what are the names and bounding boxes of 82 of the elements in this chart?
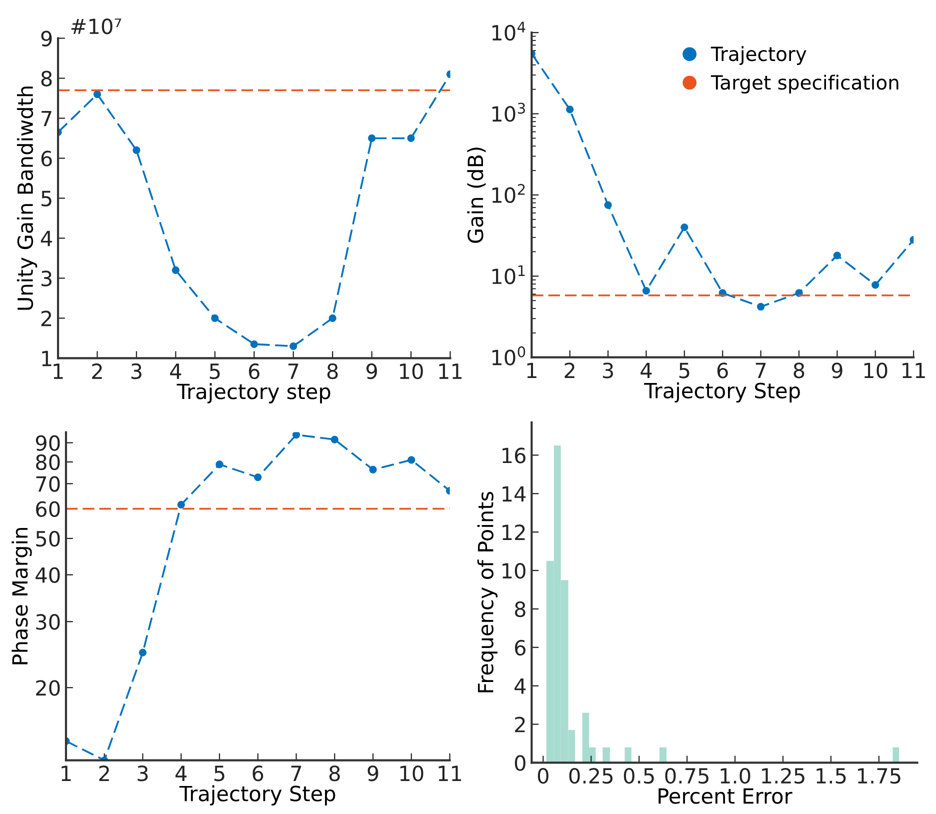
x-tick-label: 6 — [717, 362, 728, 378]
y-tick-label: 14 — [502, 486, 526, 502]
y-tick-label: 20 — [36, 680, 60, 696]
x-tick-label: 1.25 — [762, 768, 804, 784]
x-tick-label: 3 — [138, 766, 148, 782]
text: #10⁷ — [71, 18, 122, 34]
x-tick-label: 1.0 — [720, 768, 750, 784]
x-tick-label: 8 — [327, 363, 338, 380]
x-tick-label: 8 — [329, 766, 340, 782]
x-tick-label: 0.5 — [624, 768, 654, 784]
y-tick-label: 0 — [514, 755, 526, 771]
y-tick-label: 12 — [502, 524, 525, 540]
x-tick-label: 3 — [131, 363, 142, 380]
x-tick-label: 3 — [602, 362, 613, 378]
y-tick-label: 70 — [36, 476, 60, 492]
x-tick-label: 2 — [99, 766, 109, 781]
x-tick-label: 11 — [438, 766, 462, 781]
y-tick-label: 2 — [41, 310, 52, 326]
x-tick-label: 9 — [368, 766, 378, 782]
x-tick-label: 9 — [832, 362, 842, 378]
y-axis-title: Unity Gain Bandiwdth — [16, 86, 38, 310]
x-tick-label: 1 — [62, 766, 71, 781]
y-tick-label: 10$^{2}$ — [492, 184, 525, 204]
y-tick-label: 2 — [515, 716, 525, 732]
y-tick-label: 6 — [514, 640, 526, 656]
y-tick-label: 10$^{0}$ — [492, 346, 526, 366]
legend-label: Target specification — [710, 74, 898, 94]
x-tick-label: 8 — [794, 362, 804, 378]
y-tick-label: 10$^{3}$ — [492, 102, 525, 122]
y-tick-label: 80 — [36, 454, 60, 470]
y-tick-label: 90 — [36, 435, 60, 451]
x-tick-label: 10 — [864, 362, 888, 378]
y-tick-label: 30 — [36, 614, 60, 630]
x-tick-label: 10 — [400, 363, 423, 380]
x-tick-label: 7 — [288, 364, 298, 379]
x-tick-label: 4 — [170, 364, 182, 379]
y-tick-label: 7 — [42, 110, 52, 126]
y-tick-label: 40 — [36, 567, 60, 583]
x-tick-label: 0.75 — [665, 768, 708, 784]
x-tick-label: 10 — [400, 766, 424, 782]
y-tick-label: 50 — [36, 530, 60, 547]
x-axis-title: Trajectory Step — [644, 382, 800, 403]
x-axis-title: Trajectory Step — [179, 785, 336, 806]
x-tick-label: 0.25 — [569, 768, 612, 784]
y-tick-label: 6 — [41, 150, 52, 166]
y-tick-label: 4 — [514, 678, 526, 694]
x-tick-label: 4 — [176, 766, 187, 781]
y-axis-title: Phase Margin — [12, 528, 32, 664]
y-tick-label: 9 — [41, 30, 52, 46]
y-tick-label: 3 — [42, 270, 52, 286]
x-tick-label: 1.5 — [816, 768, 846, 784]
y-tick-label: 10$^{4}$ — [492, 22, 526, 41]
x-tick-label: 2 — [92, 363, 102, 379]
y-tick-label: 5 — [42, 190, 52, 206]
x-axis-title: Trajectory step — [176, 383, 330, 404]
x-tick-label: 11 — [902, 362, 925, 378]
y-axis-title: Frequency of Points — [477, 492, 498, 692]
y-tick-label: 4 — [40, 230, 52, 246]
x-tick-label: 1.75 — [858, 768, 900, 784]
y-tick-label: 1 — [42, 350, 52, 366]
y-axis-title: Gain (dB) — [467, 148, 486, 243]
y-tick-label: 60 — [36, 501, 60, 517]
x-tick-label: 1 — [527, 362, 536, 378]
x-tick-label: 0 — [538, 768, 548, 784]
x-tick-label: 4 — [640, 362, 652, 378]
y-tick-label: 16 — [502, 448, 526, 464]
x-tick-label: 7 — [291, 766, 302, 781]
y-tick-label: 8 — [41, 70, 52, 86]
x-tick-label: 7 — [756, 362, 766, 378]
y-tick-label: 10 — [502, 562, 526, 579]
x-tick-label: 6 — [248, 363, 260, 380]
x-tick-label: 5 — [210, 364, 220, 380]
x-axis-title: Percent Error — [658, 788, 792, 804]
y-tick-label: 8 — [514, 601, 526, 618]
x-tick-label: 9 — [366, 363, 377, 380]
legend-label: Trajectory — [710, 46, 806, 65]
x-tick-label: 11 — [439, 364, 462, 379]
y-tick-label: 10$^{1}$ — [492, 265, 525, 284]
x-tick-label: 5 — [214, 766, 224, 782]
x-tick-label: 5 — [679, 362, 690, 378]
x-tick-label: 2 — [564, 362, 574, 378]
x-tick-label: 6 — [252, 766, 264, 782]
